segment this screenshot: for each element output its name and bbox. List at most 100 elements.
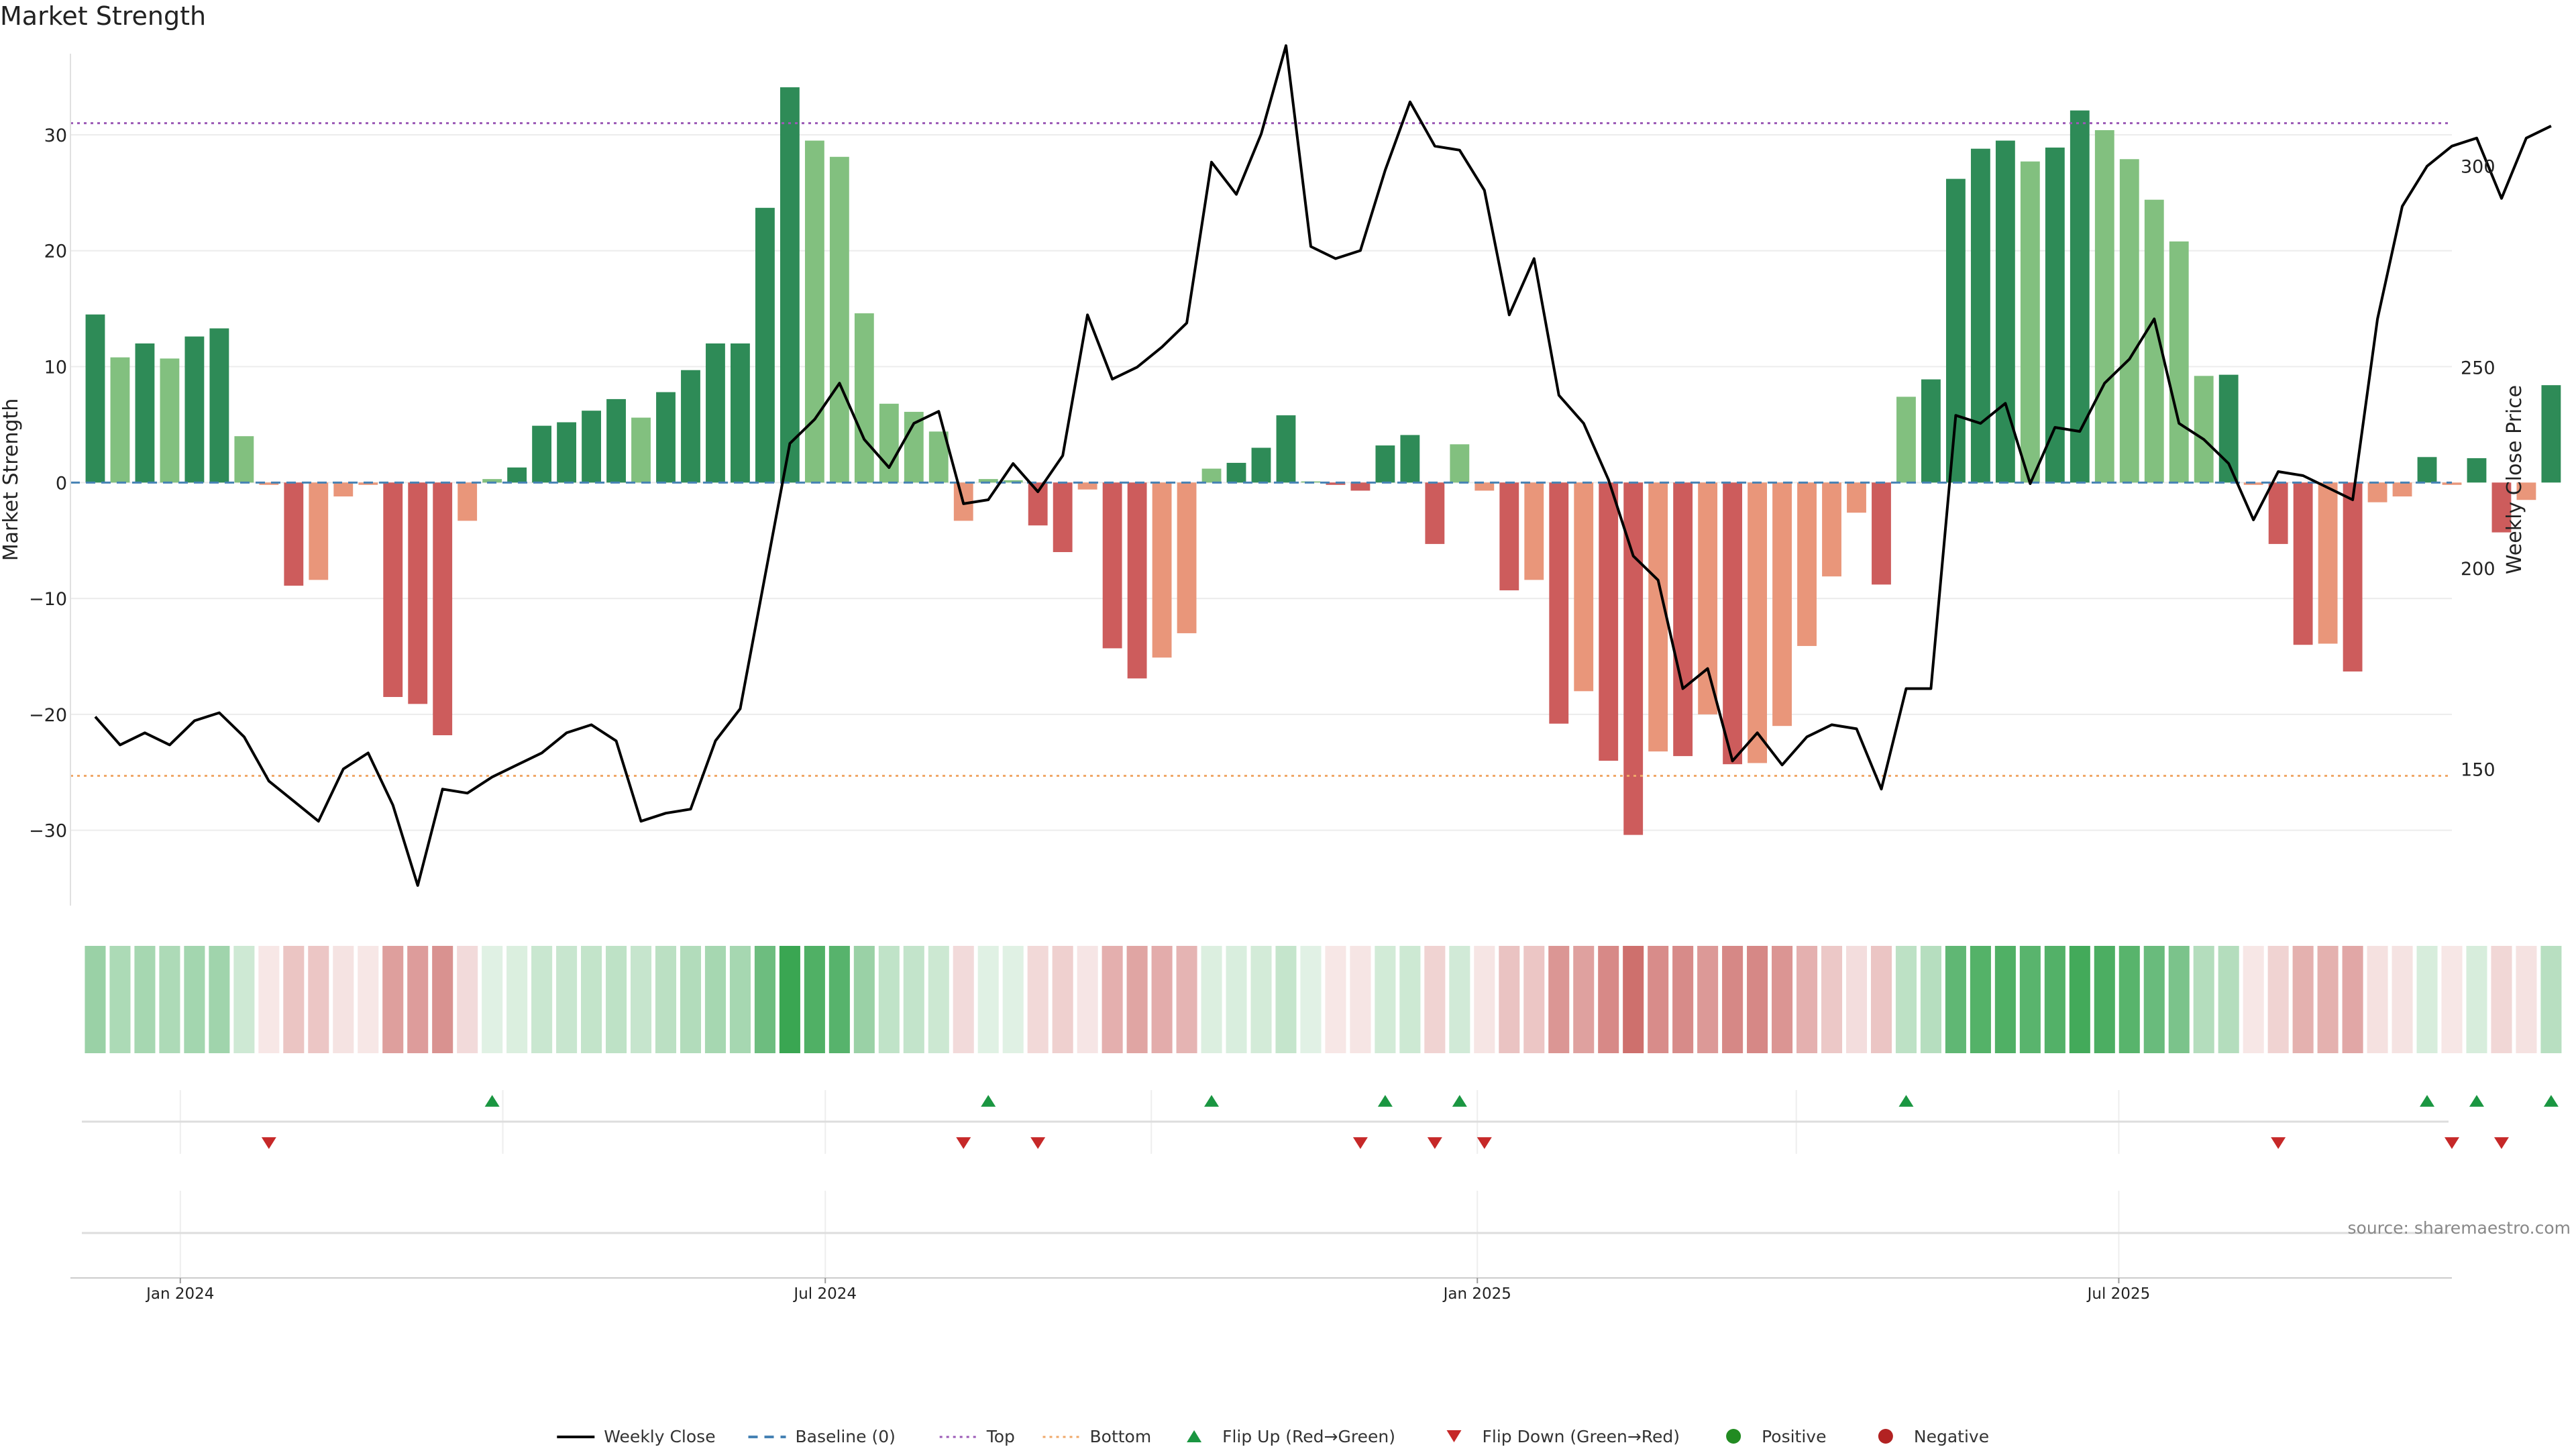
heat-cell xyxy=(1920,946,1941,1053)
flip-down-marker xyxy=(956,1137,971,1149)
strength-bar xyxy=(1945,178,1966,483)
heat-cell xyxy=(581,946,602,1053)
heat-cell xyxy=(556,946,578,1053)
left-axis-title: Market Strength xyxy=(0,398,23,561)
heat-cell xyxy=(1275,946,1297,1053)
heat-cell xyxy=(2193,946,2214,1053)
legend-label: Baseline (0) xyxy=(796,1427,896,1446)
heat-cell xyxy=(2466,946,2487,1053)
strength-bar xyxy=(1673,482,1693,757)
strength-bar xyxy=(209,328,229,483)
right-tick-label: 250 xyxy=(2461,358,2496,378)
heat-cell xyxy=(1424,946,1446,1053)
heat-cell xyxy=(2342,946,2363,1053)
strength-bar xyxy=(507,467,527,483)
heat-cell xyxy=(2168,946,2190,1053)
left-tick-label: −10 xyxy=(29,589,67,610)
strength-bar xyxy=(1226,462,1246,483)
strength-bar xyxy=(854,313,874,483)
heat-cell xyxy=(1399,946,1421,1053)
strength-bar xyxy=(1425,482,1445,544)
strength-bar xyxy=(1772,482,1792,727)
heat-cell xyxy=(1201,946,1222,1053)
strength-bars xyxy=(85,87,2561,835)
heat-cell xyxy=(1598,946,1619,1053)
strength-bar xyxy=(2467,458,2487,483)
flip-up-marker xyxy=(2420,1095,2435,1107)
triangle-up-icon xyxy=(1187,1430,1202,1442)
heat-cell xyxy=(1548,946,1570,1053)
heat-cell xyxy=(457,946,478,1053)
strength-bar xyxy=(259,482,279,485)
strength-bar xyxy=(358,482,378,485)
heat-cell xyxy=(704,946,726,1053)
legend-item: Flip Down (Green→Red) xyxy=(1446,1427,1680,1446)
legend-label: Weekly Close xyxy=(604,1427,715,1446)
heat-cell xyxy=(1102,946,1123,1053)
heat-cell xyxy=(1648,946,1669,1053)
heat-cell xyxy=(903,946,924,1053)
left-tick-label: 0 xyxy=(56,473,67,494)
strength-bar xyxy=(631,417,651,483)
strength-bar xyxy=(582,411,601,483)
heat-cell xyxy=(2416,946,2438,1053)
heat-cell xyxy=(2367,946,2388,1053)
chart-title: Market Strength xyxy=(0,1,207,31)
heat-cell xyxy=(2218,946,2239,1053)
heat-cell xyxy=(1499,946,1520,1053)
strength-bar xyxy=(1053,482,1073,552)
strength-bar xyxy=(1474,482,1495,491)
strength-bar xyxy=(1152,482,1172,658)
strength-bar xyxy=(1748,482,1768,763)
heat-cell xyxy=(382,946,404,1053)
strength-bar xyxy=(2343,482,2363,672)
heat-cell xyxy=(2044,946,2065,1053)
legend-item: Bottom xyxy=(1042,1427,1151,1446)
flip-down-marker xyxy=(2493,1137,2509,1149)
heat-cell xyxy=(159,946,180,1053)
date-tick-label: Jul 2024 xyxy=(792,1285,857,1303)
heat-cell xyxy=(1151,946,1173,1053)
strength-bar xyxy=(1723,482,1743,765)
strength-bar xyxy=(383,482,403,697)
strength-bar xyxy=(706,343,725,483)
legend-item: Negative xyxy=(1878,1427,1989,1446)
heat-cell xyxy=(2019,946,2041,1053)
left-tick-label: 10 xyxy=(44,358,67,378)
heat-cell xyxy=(1747,946,1768,1053)
heat-cell xyxy=(1573,946,1595,1053)
heat-cell xyxy=(828,946,850,1053)
heat-cell xyxy=(2317,946,2339,1053)
heat-cell xyxy=(1300,946,1322,1053)
strength-bar xyxy=(2268,482,2288,544)
heat-cell xyxy=(1672,946,1694,1053)
strength-bar xyxy=(234,436,254,483)
heat-cell xyxy=(1077,946,1098,1053)
strength-bar xyxy=(2392,482,2412,497)
legend-item: Positive xyxy=(1726,1427,1826,1446)
strength-bar xyxy=(458,482,478,521)
heat-cell xyxy=(432,946,453,1053)
legend-label: Top xyxy=(986,1427,1015,1446)
strength-bar xyxy=(1450,444,1470,483)
heat-cell xyxy=(1126,946,1148,1053)
heat-cell xyxy=(1350,946,1371,1053)
strength-bar xyxy=(879,403,899,483)
date-tick-label: Jul 2025 xyxy=(2086,1285,2151,1303)
flip-up-marker xyxy=(1898,1095,1914,1107)
flip-down-marker xyxy=(2271,1137,2286,1149)
triangle-down-icon xyxy=(1446,1430,1462,1442)
heat-cell xyxy=(1945,946,1966,1053)
heat-cell xyxy=(531,946,553,1053)
strength-bar xyxy=(1599,482,1619,761)
heat-cell xyxy=(333,946,354,1053)
heat-cell xyxy=(1772,946,1793,1053)
flip-up-marker xyxy=(1452,1095,1467,1107)
strength-bar xyxy=(1028,482,1048,526)
right-tick-label: 300 xyxy=(2461,157,2496,178)
heat-cell xyxy=(482,946,503,1053)
strength-bar xyxy=(2169,241,2189,483)
heat-cell xyxy=(1449,946,1470,1053)
strength-bar xyxy=(2491,482,2512,533)
legend-item: Weekly Close xyxy=(557,1427,716,1446)
